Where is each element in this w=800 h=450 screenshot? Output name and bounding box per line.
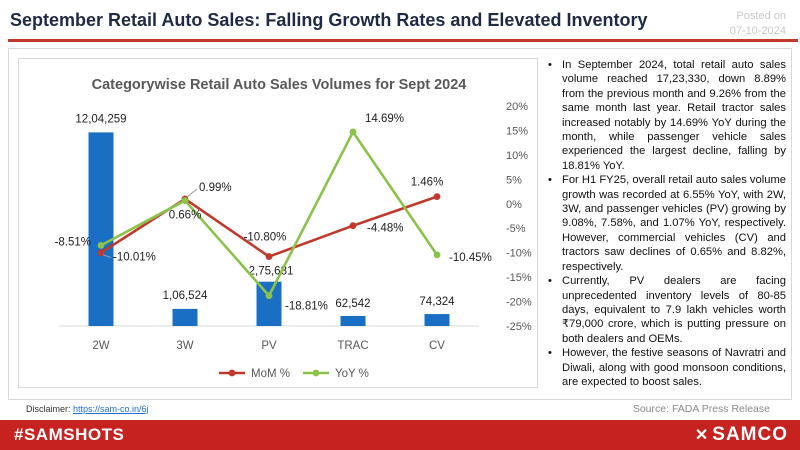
insight-bullet: • Currently, PV dealers are facing unprec… [548,274,786,346]
series-point-yoy [181,197,189,204]
x-tick-label: CV [429,340,445,352]
bar-value-label: 12,04,259 [75,113,126,125]
series-point-yoy [97,241,105,249]
x-tick-label: 3W [176,340,193,352]
bullet-dot-icon: • [548,347,552,360]
bullet-dot-icon: • [548,59,552,71]
bar-2w [88,132,114,326]
bar-value-label: 1,06,524 [163,290,208,302]
x-tick-label: TRAC [337,340,368,352]
y2-tick-label: -25% [506,321,532,333]
title-divider [8,39,798,42]
bar-cv [424,314,450,326]
disclaimer-link[interactable]: https://sam-co.in/6j [73,404,149,414]
chart-panel: Categorywise Retail Auto Sales Volumes f… [18,58,538,388]
y2-tick-label: -10% [506,248,532,260]
series-data-label: 0.99% [199,182,232,194]
series-data-label: -10.45% [449,252,492,264]
series-data-label: 14.69% [365,113,404,125]
legend-swatch-point [312,369,320,377]
bar-value-label: 2,75,681 [249,266,294,278]
samco-logo-icon: ✕ [694,427,710,444]
insight-text: In September 2024, total retail auto sal… [562,59,786,172]
series-data-label: -18.81% [285,301,328,313]
brand-logo: ✕ SAMCO [695,424,788,446]
insight-text: Currently, PV dealers are facing unprece… [562,275,786,345]
series-data-label: 0.66% [169,210,202,222]
series-point-mom [349,222,357,230]
disclaimer: Disclaimer: https://sam-co.in/6j [26,404,149,414]
series-data-label: -10.80% [244,232,287,244]
series-point-mom [97,249,105,257]
y2-tick-label: 15% [506,125,528,137]
insights-list: • In September 2024, total retail auto sa… [548,58,786,389]
y2-tick-label: 5% [506,174,522,186]
y2-tick-label: 0% [506,199,522,211]
y2-tick-label: 10% [506,150,528,162]
series-data-label: 1.46% [411,177,444,189]
legend-label: YoY % [335,368,369,380]
posted-date: Posted on 07-10-2024 [730,9,786,39]
insight-text: However, the festive seasons of Navratri… [562,347,786,388]
label-leader-line [186,188,198,198]
series-point-mom [433,193,441,201]
posted-label: Posted on [736,10,786,22]
hashtag-label: #SAMSHOTS [14,425,125,444]
bullet-dot-icon: • [548,174,552,187]
x-tick-label: PV [261,340,277,352]
bar-value-label: 74,324 [419,296,455,308]
series-data-label: -10.01% [113,252,156,264]
footer-bar: #SAMSHOTS ✕ SAMCO [0,420,800,450]
y2-tick-label: -5% [506,223,526,235]
insight-bullet: • However, the festive seasons of Navratr… [548,346,786,389]
y2-tick-label: 20% [506,101,528,113]
sales-chart: Categorywise Retail Auto Sales Volumes f… [55,77,532,380]
y2-tick-label: -20% [506,297,532,309]
insight-bullet: • For H1 FY25, overall retail auto sales … [548,173,786,274]
y2-tick-label: -15% [506,272,532,284]
source-note: Source: FADA Press Release [632,403,770,415]
legend-label: MoM % [251,368,290,380]
page-title: September Retail Auto Sales: Falling Gro… [10,10,648,30]
series-point-mom [265,253,273,260]
bullet-dot-icon: • [548,275,552,288]
bar-trac [340,315,366,326]
insight-text: For H1 FY25, overall retail auto sales v… [562,174,786,273]
series-point-yoy [433,251,441,259]
series-data-label: -8.51% [55,236,91,248]
brand-name: SAMCO [712,424,788,445]
disclaimer-label: Disclaimer: [26,404,74,414]
posted-date-value: 07-10-2024 [729,25,786,37]
bar-3w [172,308,198,326]
legend-swatch-point [228,369,236,377]
x-tick-label: 2W [92,340,109,352]
insight-bullet: • In September 2024, total retail auto sa… [548,58,786,173]
series-point-yoy [265,292,273,300]
label-leader-line [102,254,112,259]
series-data-label: -4.48% [367,223,403,235]
insights-panel: • In September 2024, total retail auto sa… [548,58,786,389]
bar-pv [256,281,282,326]
chart-title: Categorywise Retail Auto Sales Volumes f… [92,77,467,93]
bar-value-label: 62,542 [335,298,370,310]
series-point-yoy [349,128,357,136]
